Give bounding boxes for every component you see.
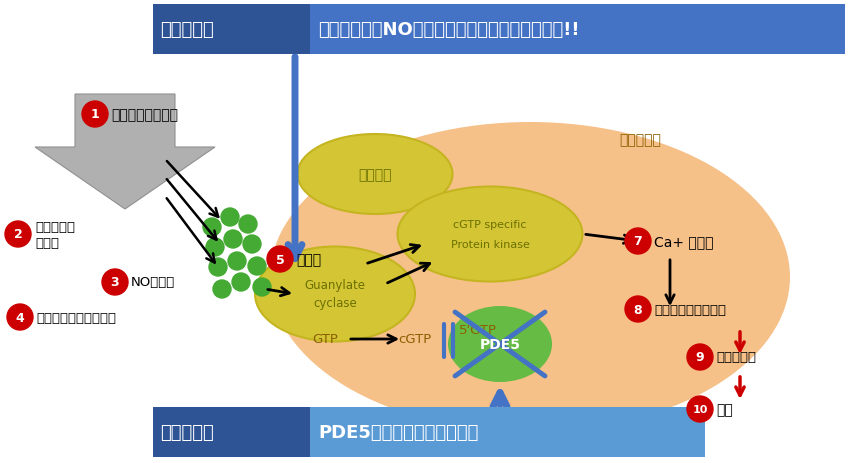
Circle shape <box>239 216 257 233</box>
Circle shape <box>213 281 231 298</box>
Text: 原因その２: 原因その２ <box>160 21 213 39</box>
Circle shape <box>7 304 33 330</box>
Text: 10: 10 <box>692 404 708 414</box>
Circle shape <box>687 344 713 370</box>
Circle shape <box>228 252 246 270</box>
Text: 海綿体平滑筋の弛緩: 海綿体平滑筋の弛緩 <box>654 303 726 316</box>
Circle shape <box>232 274 250 291</box>
Text: 海綿体神経: 海綿体神経 <box>35 221 75 234</box>
Circle shape <box>102 269 128 295</box>
Text: PDE5: PDE5 <box>479 337 520 351</box>
Circle shape <box>248 257 266 275</box>
Text: 3: 3 <box>110 276 119 289</box>
Circle shape <box>625 296 651 322</box>
FancyBboxPatch shape <box>153 5 310 55</box>
Ellipse shape <box>270 123 790 432</box>
FancyBboxPatch shape <box>310 407 705 457</box>
Ellipse shape <box>448 307 552 382</box>
Ellipse shape <box>255 247 415 342</box>
Text: 勃起: 勃起 <box>716 402 733 416</box>
Text: 5: 5 <box>275 253 285 266</box>
Text: Ca+ の減少: Ca+ の減少 <box>654 234 713 249</box>
Text: 活性化: 活性化 <box>296 252 321 266</box>
Text: 7: 7 <box>633 235 643 248</box>
Circle shape <box>224 231 242 249</box>
Circle shape <box>267 246 293 272</box>
Text: 動脈血流入: 動脈血流入 <box>716 351 756 364</box>
Text: 8: 8 <box>634 303 643 316</box>
FancyBboxPatch shape <box>153 407 310 457</box>
Text: PDE5阻害剤（バイアグラ）: PDE5阻害剤（バイアグラ） <box>318 423 479 441</box>
Text: GTP: GTP <box>312 333 338 346</box>
Text: Protein kinase: Protein kinase <box>450 239 530 250</box>
Text: Guanylate: Guanylate <box>304 279 366 292</box>
Text: cyclase: cyclase <box>313 297 357 310</box>
Text: 5'GTP: 5'GTP <box>459 323 497 336</box>
Circle shape <box>206 238 224 257</box>
Text: へ信号: へ信号 <box>35 237 59 250</box>
Text: NOの発生: NOの発生 <box>131 276 175 289</box>
Text: 糖尿病患者はNO発生量そのものが減少している!!: 糖尿病患者はNO発生量そのものが減少している!! <box>318 21 580 39</box>
Circle shape <box>625 229 651 255</box>
Circle shape <box>221 208 239 226</box>
Text: 内皮細胞: 内皮細胞 <box>358 168 392 181</box>
Circle shape <box>209 258 227 276</box>
Text: 原因その１: 原因その１ <box>160 423 213 441</box>
Circle shape <box>203 219 221 237</box>
Text: 脳への性的な刺激: 脳への性的な刺激 <box>111 108 178 122</box>
Text: 平滑筋上受容体に結合: 平滑筋上受容体に結合 <box>36 311 116 324</box>
Text: 4: 4 <box>15 311 25 324</box>
Text: 2: 2 <box>14 228 22 241</box>
Ellipse shape <box>398 187 582 282</box>
Circle shape <box>82 102 108 128</box>
Circle shape <box>253 278 271 296</box>
Text: cGTP: cGTP <box>399 333 432 346</box>
Text: cGTP specific: cGTP specific <box>453 219 527 230</box>
Text: 平滑筋細胞: 平滑筋細胞 <box>619 133 661 147</box>
Circle shape <box>243 236 261 253</box>
FancyBboxPatch shape <box>310 5 845 55</box>
Polygon shape <box>35 95 215 210</box>
Circle shape <box>687 396 713 422</box>
Circle shape <box>5 221 31 247</box>
Text: 9: 9 <box>695 351 705 364</box>
Ellipse shape <box>298 135 452 214</box>
Text: 1: 1 <box>91 108 99 121</box>
